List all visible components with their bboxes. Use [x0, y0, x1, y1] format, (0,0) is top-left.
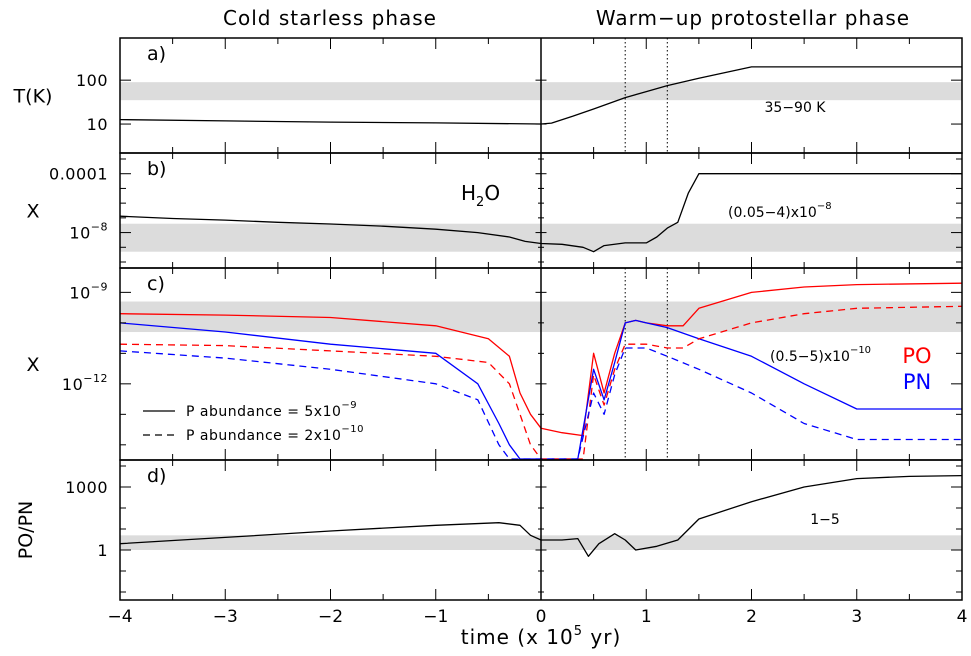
- x-tick-label: 0: [536, 607, 547, 627]
- y-tick-label: 0.0001: [49, 165, 108, 184]
- band-label: 1−5: [810, 512, 840, 528]
- panel-4: 1 1000 PO/PN d) 1−5 −4 −3 −2 −1 0 1 2 3 4: [15, 459, 968, 627]
- x-axis-label-suffix: yr): [583, 625, 621, 649]
- legend-label-exp: −9: [341, 400, 357, 411]
- species-label-part: 2: [476, 195, 484, 210]
- series-line-pn: [120, 319, 962, 460]
- legend-label: P abundance = 2x10−10: [186, 424, 364, 444]
- y-tick-label: 10−8: [69, 221, 108, 243]
- y-tick-label-base: 1000: [65, 478, 108, 497]
- panel-letter: a): [147, 43, 166, 65]
- x-axis-label-prefix: time (x 10: [461, 625, 574, 649]
- legend-label-exp: −10: [341, 424, 364, 435]
- band-label: 35−90 K: [765, 100, 827, 116]
- series-line-pn-dashed: [120, 347, 962, 460]
- y-tick-label-base: 100: [76, 71, 108, 90]
- series-group: [120, 282, 962, 460]
- y-tick-label-exp: −9: [91, 280, 108, 293]
- species-label-h2o: H2O: [461, 181, 500, 210]
- panel-letter: b): [147, 158, 166, 180]
- y-tick-label-base: 10: [87, 115, 108, 134]
- band-label-base: (0.05−4)x10: [728, 205, 817, 221]
- series-group: [120, 173, 962, 253]
- legend-label: P abundance = 5x10−9: [186, 400, 357, 420]
- species-label-pn: PN: [903, 370, 931, 394]
- band-label: (0.5−5)x10−10: [770, 345, 871, 365]
- x-tick-label: 3: [851, 607, 862, 627]
- y-tick-label-base: 0.0001: [49, 165, 108, 184]
- left-column-title: Cold starless phase: [223, 6, 437, 30]
- band-label-base: (0.5−5)x10: [770, 349, 850, 365]
- legend-label-base: P abundance = 2x10: [186, 428, 341, 444]
- y-axis-label: X: [26, 354, 39, 376]
- y-axis-label: X: [26, 201, 39, 223]
- y-tick-label: 1000: [65, 478, 108, 497]
- species-label-part: H: [461, 181, 476, 205]
- y-tick-label-base: 10: [62, 375, 83, 394]
- y-tick-label: 1: [97, 541, 108, 560]
- series-group: [120, 66, 962, 125]
- species-label-po: PO: [902, 344, 931, 368]
- series-group: [120, 474, 962, 557]
- series-line: [120, 474, 962, 557]
- y-axis-label: T(K): [13, 86, 53, 108]
- band-label-exp: −8: [817, 201, 832, 212]
- panel-1: 10 100 T(K) a) 35−90 K: [13, 37, 963, 154]
- panel-letter: c): [147, 273, 165, 295]
- x-tick-label: 4: [957, 607, 968, 627]
- species-label-part: O: [484, 181, 500, 205]
- y-tick-label: 100: [76, 71, 108, 90]
- series-line-po-dashed: [120, 305, 962, 460]
- series-line-po: [120, 282, 962, 437]
- y-tick-label-base: 10: [69, 283, 90, 302]
- panel-letter: d): [147, 465, 166, 487]
- band-label-exp: −10: [850, 345, 871, 356]
- y-tick-label-exp: −12: [83, 372, 108, 385]
- y-tick-label-exp: −8: [91, 221, 108, 234]
- y-tick-label: 10−9: [69, 280, 108, 302]
- x-tick-label: −4: [107, 607, 132, 627]
- x-tick-label: −2: [318, 607, 343, 627]
- y-axis-label: PO/PN: [15, 501, 37, 559]
- y-tick-label-base: 1: [97, 541, 108, 560]
- band-label: (0.05−4)x10−8: [728, 201, 832, 221]
- x-axis-label-exponent: 5: [574, 624, 583, 639]
- right-column-title: Warm−up protostellar phase: [596, 6, 910, 30]
- x-tick-label: 1: [641, 607, 652, 627]
- x-tick-label: −3: [213, 607, 238, 627]
- y-tick-label: 10: [87, 115, 108, 134]
- y-tick-label: 10−12: [62, 372, 108, 394]
- series-line: [120, 66, 962, 125]
- x-tick-label: −1: [423, 607, 448, 627]
- legend-label-base: P abundance = 5x10: [186, 404, 341, 420]
- y-tick-label-base: 10: [69, 224, 90, 243]
- x-axis-label: time (x 105 yr): [461, 624, 622, 649]
- x-tick-label: 2: [746, 607, 757, 627]
- series-line: [120, 173, 962, 253]
